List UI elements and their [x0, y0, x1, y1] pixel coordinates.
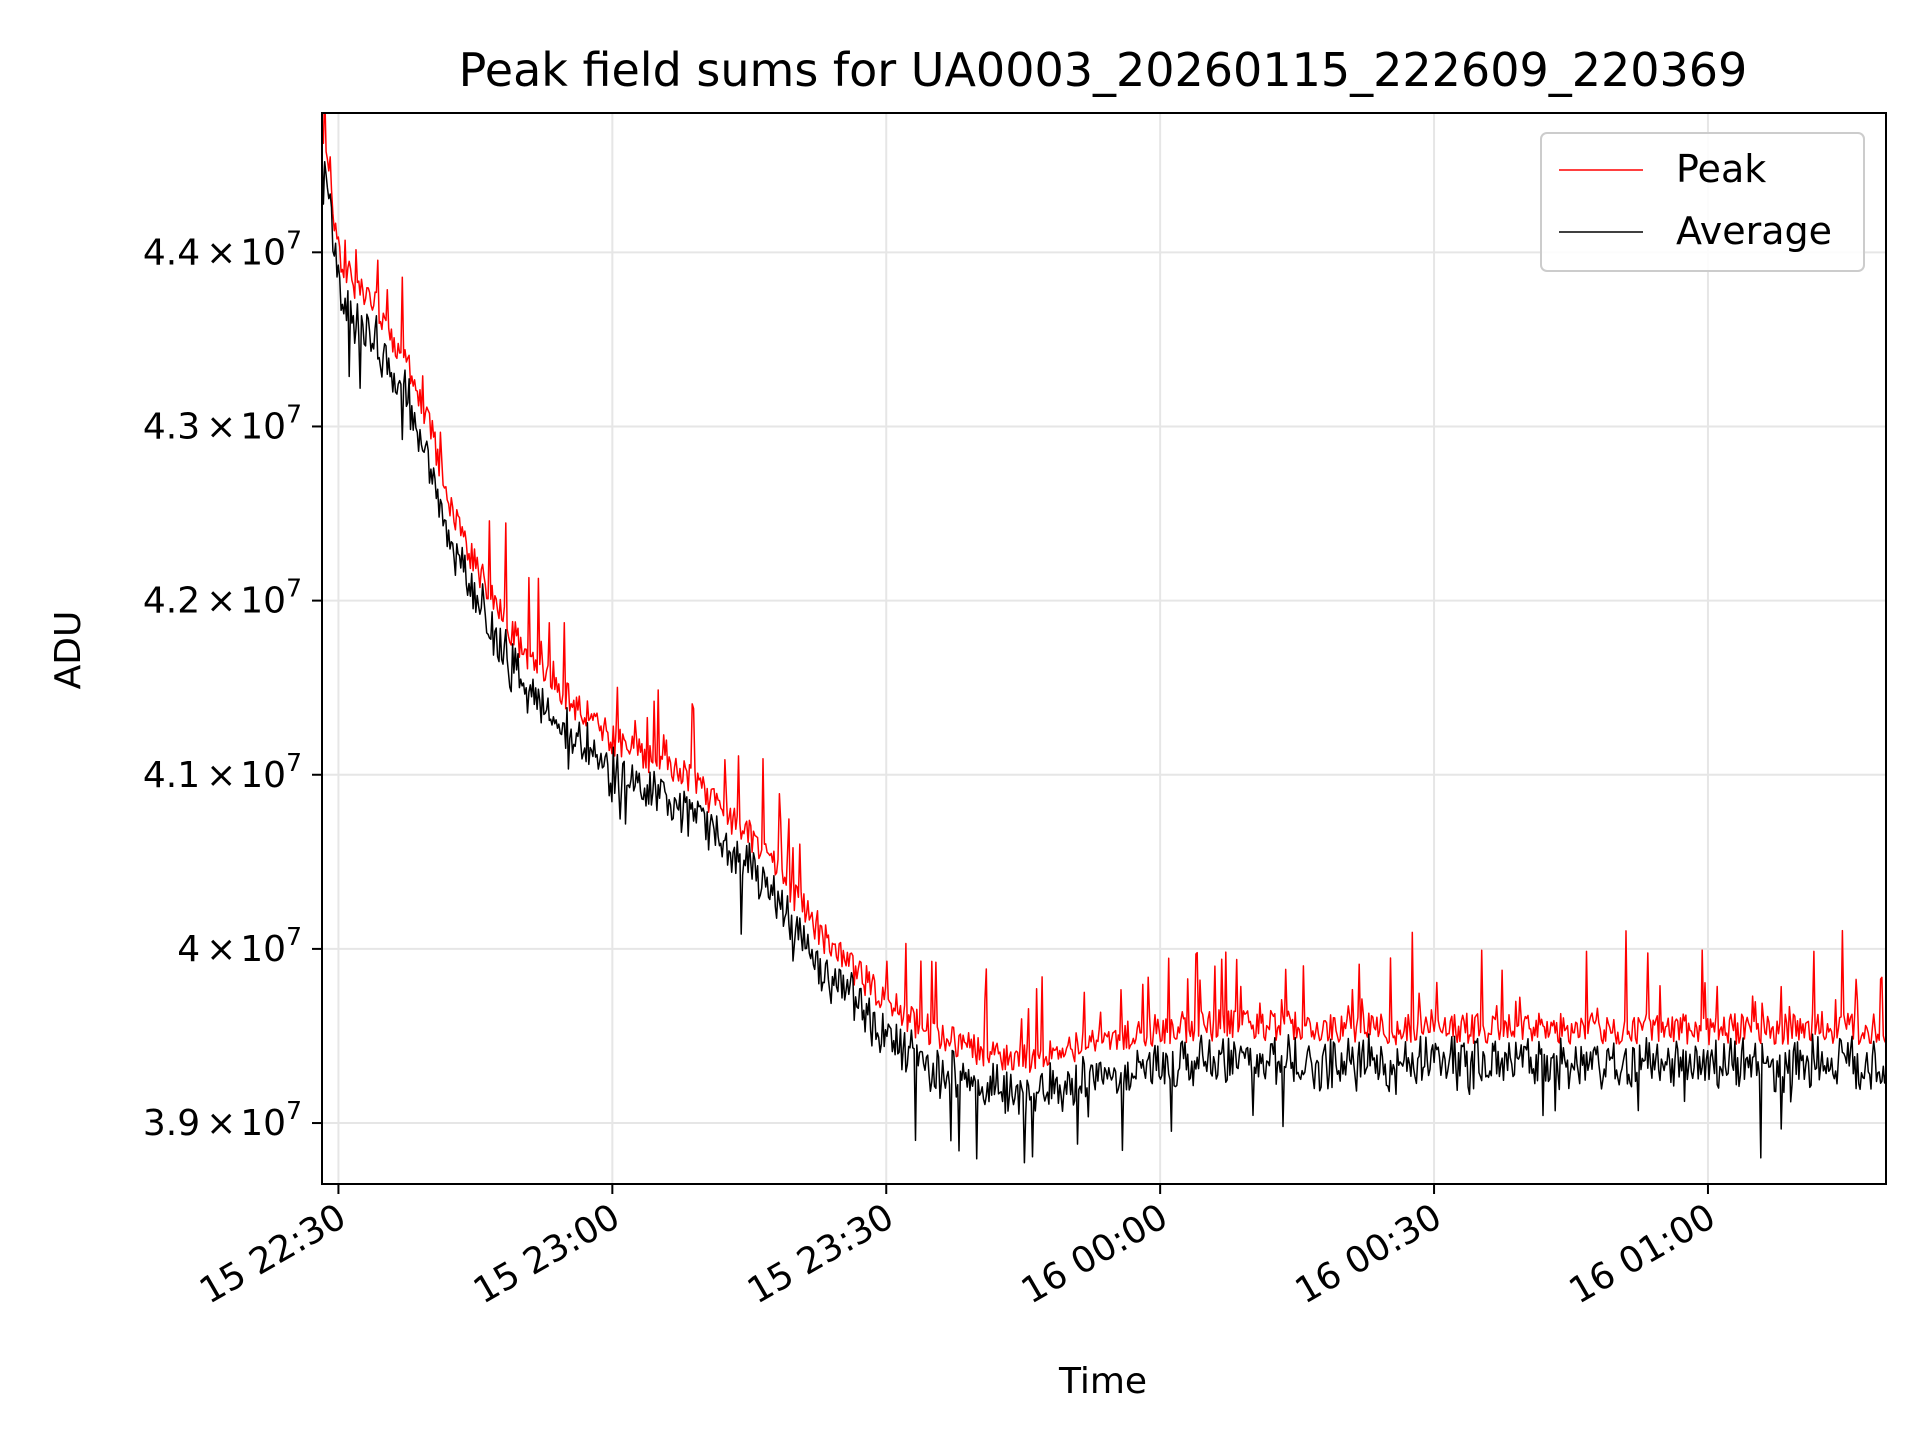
grid	[322, 113, 1886, 1184]
legend-label-peak: Peak	[1676, 147, 1766, 191]
y-tick-label: 4.2 × 107	[143, 574, 302, 622]
y-tick-label: 4.3 × 107	[143, 399, 302, 447]
y-tick-label: 3.9 × 107	[143, 1096, 302, 1144]
y-axis-label: ADU	[48, 611, 89, 690]
series-line-peak	[322, 113, 1886, 1073]
legend-label-average: Average	[1676, 209, 1832, 253]
plot-area	[322, 113, 1886, 1164]
y-tick-label: 4.1 × 107	[143, 748, 302, 796]
y-tick-label: 4.4 × 107	[143, 225, 302, 273]
chart-title: Peak field sums for UA0003_20260115_2226…	[459, 43, 1748, 97]
plot-frame	[321, 112, 1887, 1185]
legend-box	[1540, 132, 1865, 272]
x-axis-label: Time	[1058, 1361, 1147, 1402]
legend: Peak Average	[1540, 132, 1865, 272]
series-line-average	[322, 151, 1886, 1164]
y-tick-label: 4 × 107	[177, 922, 302, 970]
y-axis: 3.9 × 107 4 × 107 4.1 × 107 4.2 × 107 4.3 × 107 4.4 × 107	[143, 225, 322, 1144]
